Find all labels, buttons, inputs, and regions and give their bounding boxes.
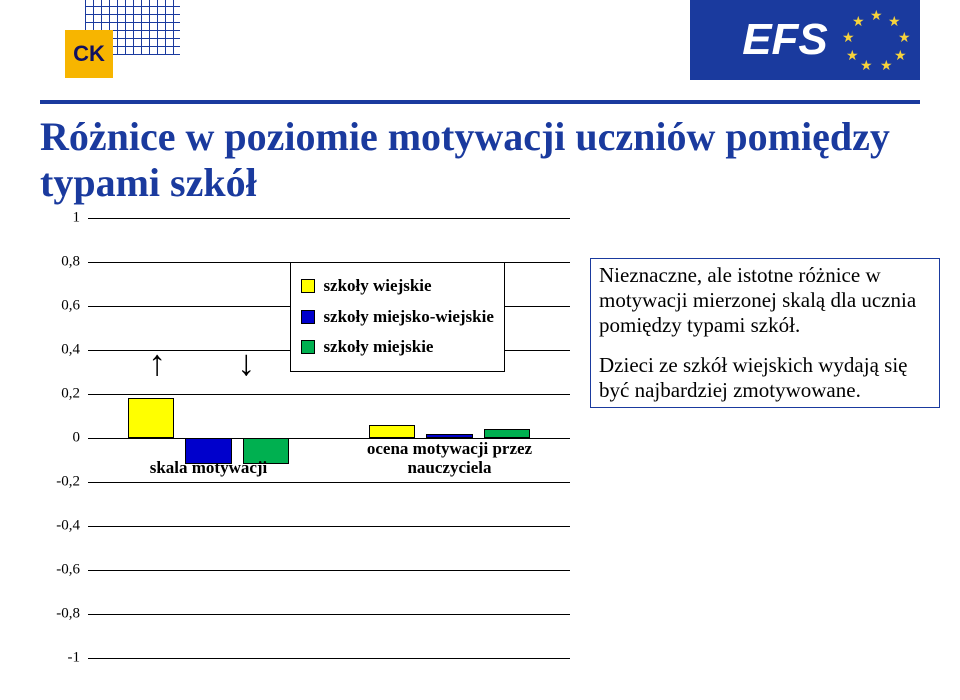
arrow-up-icon: ↑ <box>148 342 166 384</box>
bar-cluster <box>122 218 296 658</box>
arrow-down-icon: ↓ <box>237 342 255 384</box>
legend-swatch <box>301 310 315 324</box>
page-title: Różnice w poziomie motywacji uczniów pom… <box>40 114 920 206</box>
y-axis: 10,80,60,40,20-0,2-0,4-0,6-0,8-1 <box>40 218 80 658</box>
y-tick-label: 0 <box>40 430 80 447</box>
eu-stars-icon: ★ ★ ★ ★ ★ ★ ★ ★ ★ <box>840 8 912 72</box>
bar-rect <box>426 434 472 438</box>
y-tick-label: -0,4 <box>40 518 80 535</box>
y-tick-label: 0,8 <box>40 254 80 271</box>
header-separator <box>40 100 920 104</box>
y-tick-label: -0,6 <box>40 562 80 579</box>
legend: szkoły wiejskieszkoły miejsko-wiejskiesz… <box>290 262 504 372</box>
category-label: skala motywacji <box>88 458 329 478</box>
y-tick-label: 1 <box>40 210 80 227</box>
y-tick-label: -1 <box>40 650 80 667</box>
bar-rect <box>484 429 530 438</box>
bar <box>237 218 295 658</box>
legend-item: szkoły miejsko-wiejskie <box>301 302 493 333</box>
plot-area: skala motywacjiocena motywacji przez nau… <box>88 218 570 658</box>
content-row: 10,80,60,40,20-0,2-0,4-0,6-0,8-1 skala m… <box>40 218 940 658</box>
legend-label: szkoły miejsko-wiejskie <box>323 302 493 333</box>
bar-rect <box>369 425 415 438</box>
legend-label: szkoły miejskie <box>323 332 433 363</box>
ck-logo-square: CK <box>65 30 113 78</box>
legend-label: szkoły wiejskie <box>323 271 431 302</box>
bar <box>180 218 238 658</box>
legend-item: szkoły wiejskie <box>301 271 493 302</box>
y-tick-label: 0,6 <box>40 298 80 315</box>
bar-rect <box>128 398 174 438</box>
legend-item: szkoły miejskie <box>301 332 493 363</box>
commentary-p1: Nieznaczne, ale istotne różnice w motywa… <box>599 263 931 339</box>
y-tick-label: 0,4 <box>40 342 80 359</box>
legend-swatch <box>301 279 315 293</box>
bar <box>122 218 180 658</box>
y-tick-label: 0,2 <box>40 386 80 403</box>
efs-logo: EFS ★ ★ ★ ★ ★ ★ ★ ★ ★ <box>690 0 920 80</box>
ck-logo: CK <box>40 0 180 90</box>
legend-swatch <box>301 340 315 354</box>
commentary-p2: Dzieci ze szkół wiejskich wydają się być… <box>599 353 931 403</box>
header-bar: CK EFS ★ ★ ★ ★ ★ ★ ★ ★ ★ <box>0 0 960 100</box>
commentary-box: Nieznaczne, ale istotne różnice w motywa… <box>590 258 940 408</box>
category-label: ocena motywacji przez nauczyciela <box>329 439 570 478</box>
bar-chart: 10,80,60,40,20-0,2-0,4-0,6-0,8-1 skala m… <box>40 218 570 658</box>
gridline <box>88 658 570 659</box>
y-tick-label: -0,2 <box>40 474 80 491</box>
y-tick-label: -0,8 <box>40 606 80 623</box>
